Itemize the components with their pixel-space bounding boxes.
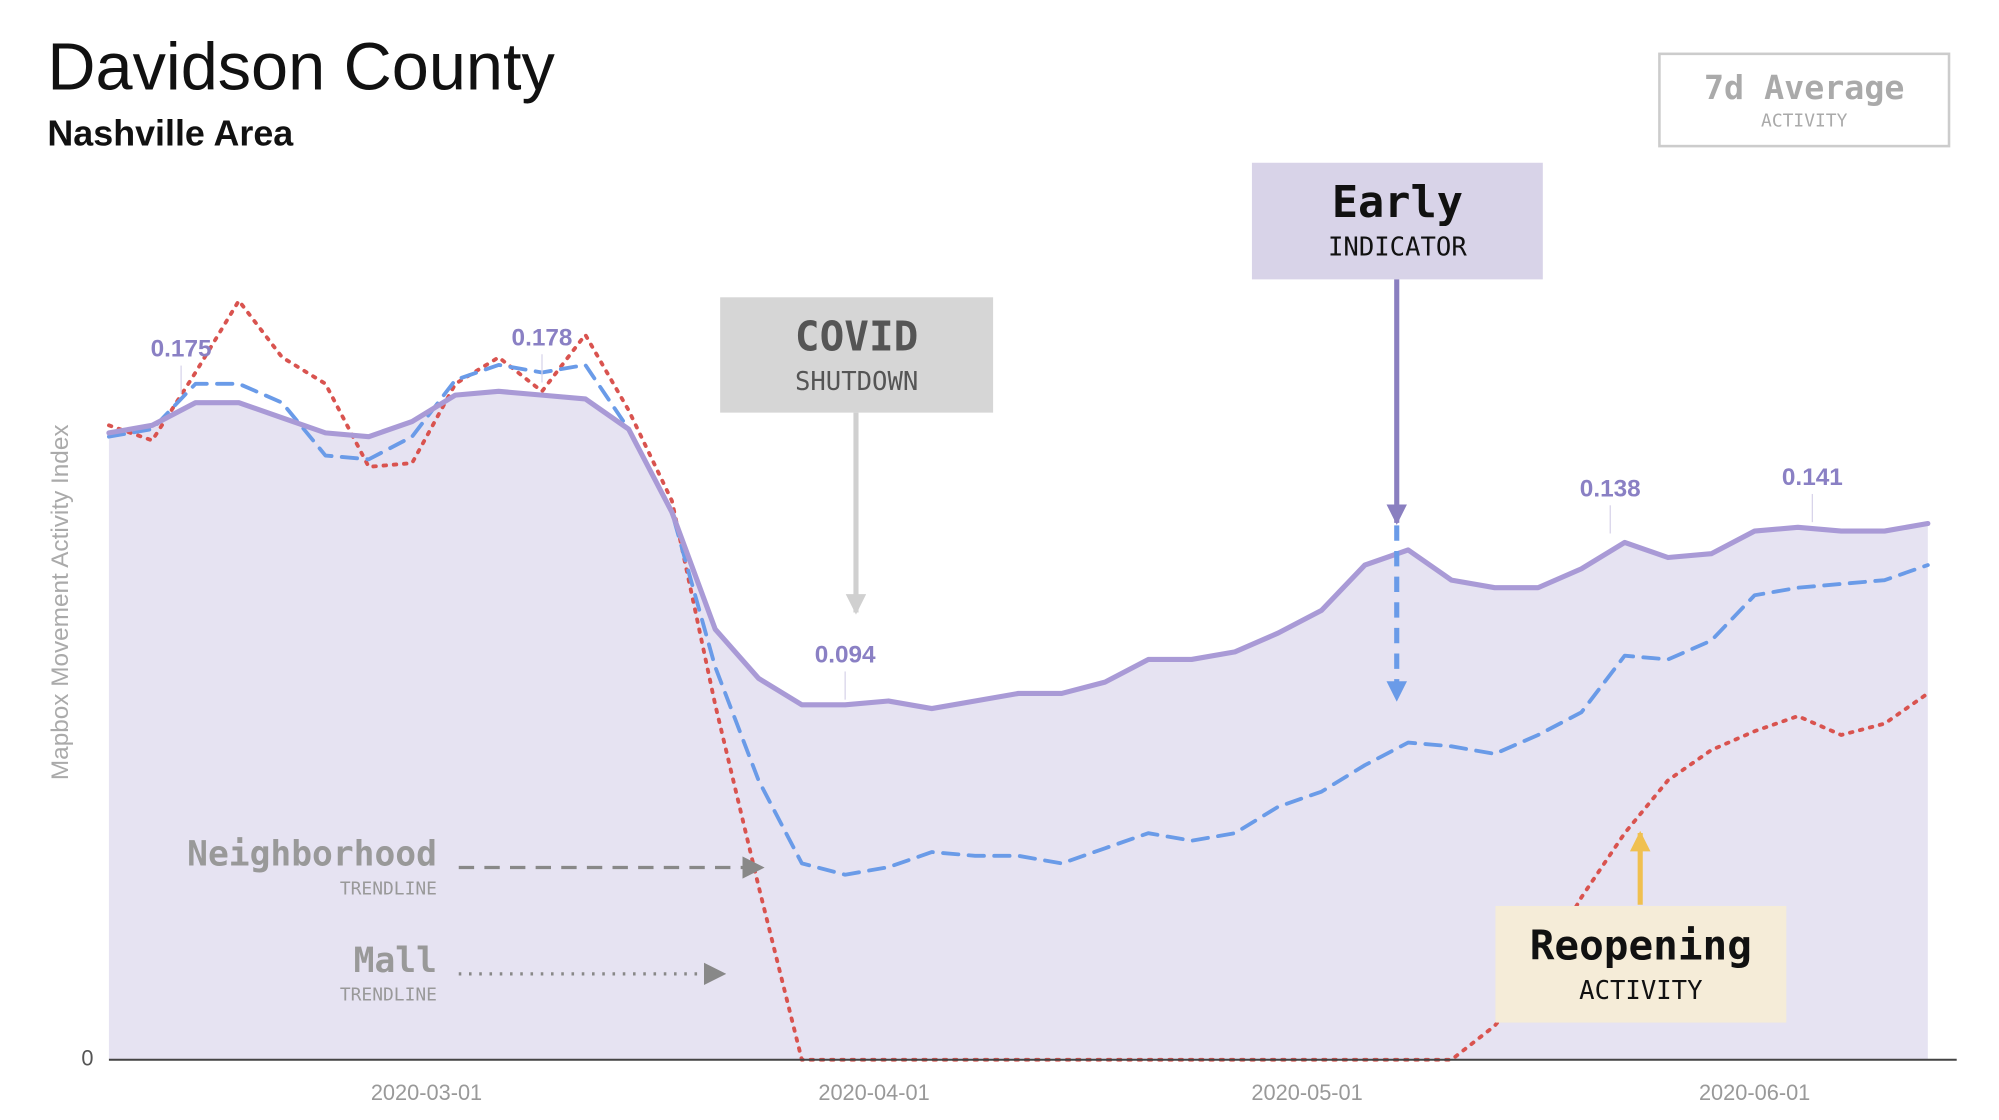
x-tick-label: 2020-05-01 [1251, 1080, 1362, 1105]
callout-subtitle: INDICATOR [1328, 233, 1467, 263]
callout-subtitle: SHUTDOWN [795, 367, 918, 397]
series-line [106, 362, 1930, 877]
annotation-label: 0.175 [151, 336, 212, 363]
callout-title: Early [1332, 178, 1463, 228]
chart-title: Davidson County [47, 30, 555, 104]
legend-note: TRENDLINE [340, 878, 437, 899]
callout-box [1251, 162, 1543, 280]
x-tick-label: 2020-06-01 [1699, 1080, 1810, 1105]
callout-subtitle: ACTIVITY [1579, 976, 1702, 1006]
series-line [106, 388, 1931, 712]
x-tick-label: 2020-03-01 [371, 1080, 482, 1105]
annotation-label: 0.138 [1580, 475, 1641, 502]
chart-subtitle: Nashville Area [47, 113, 294, 153]
y-axis-label: Mapbox Movement Activity Index [47, 424, 74, 780]
callout-box [720, 297, 994, 413]
callout-box [1495, 905, 1787, 1023]
annotation-label: 0.141 [1782, 464, 1843, 491]
y-tick-label: 0 [81, 1046, 93, 1071]
legend-label: Neighborhood [187, 835, 437, 875]
badge-subtitle: ACTIVITY [1761, 111, 1848, 132]
callout-title: Reopening [1530, 921, 1752, 969]
annotation-label: 0.178 [512, 324, 573, 351]
badge-box [1658, 52, 1951, 148]
area [108, 391, 1928, 1060]
x-tick-label: 2020-04-01 [818, 1080, 929, 1105]
legend-label: Mall [354, 941, 437, 981]
badge-title: 7d Average [1704, 68, 1904, 107]
legend-note: TRENDLINE [340, 985, 437, 1006]
callout-title: COVID [795, 313, 918, 361]
annotation-label: 0.094 [815, 642, 876, 669]
